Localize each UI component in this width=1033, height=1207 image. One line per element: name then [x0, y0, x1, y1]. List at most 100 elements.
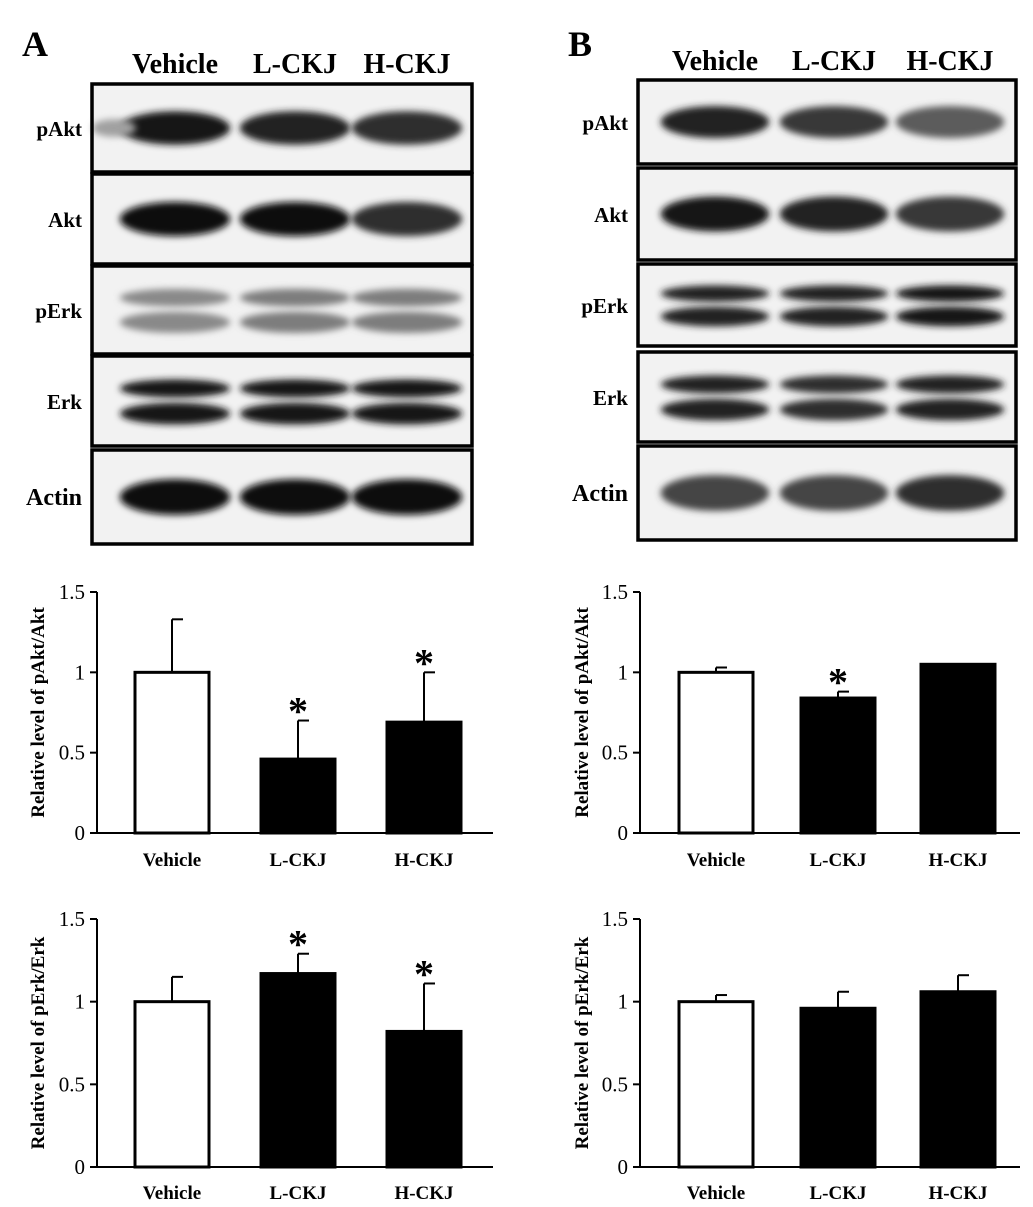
y-tick-label: 1.5 [59, 580, 85, 604]
lane-label-h-ckj-b: H-CKJ [906, 46, 993, 77]
y-axis-label: Relative level of pErk/Erk [28, 936, 49, 1149]
blot-frame [90, 172, 474, 266]
y-tick-label: 1 [75, 660, 86, 684]
significance-marker: * [288, 689, 308, 734]
y-tick-label: 0.5 [602, 741, 628, 765]
blot-band [351, 379, 463, 398]
blot-band [660, 398, 770, 421]
blot-band [779, 285, 889, 302]
category-label: Vehicle [687, 850, 745, 871]
lane-label-l-ckj-b: L-CKJ [792, 46, 876, 77]
bar-chart-2: 0 0.5 1 1.5 Relative level of pAkt/Akt Vehicl… [572, 580, 1020, 871]
blot-band [119, 288, 231, 307]
blot-band [351, 311, 463, 333]
blot-frame [636, 350, 1018, 444]
blot-band [239, 379, 351, 398]
blot-background [638, 352, 1016, 442]
blot-background [638, 264, 1016, 346]
blot-band [351, 201, 463, 237]
blot-band [92, 119, 136, 137]
y-tick-label: 0.5 [59, 741, 85, 765]
blot-band [660, 106, 770, 138]
panel-letter-b: B [568, 24, 592, 64]
blot-row-akt: Akt [594, 166, 1018, 262]
lane-label-vehicle-a: Vehicle [132, 49, 218, 80]
category-label: L-CKJ [810, 1183, 867, 1204]
western-blots-a: pAkt Akt pErk Erk Actin [26, 82, 474, 546]
bar-vehicle [133, 1000, 211, 1169]
blot-label: Akt [48, 208, 82, 232]
blot-band [779, 375, 889, 394]
blot-label: pErk [35, 299, 82, 323]
bar-l-ckj [259, 972, 337, 1169]
y-tick-label: 0.5 [59, 1072, 85, 1096]
blot-band [660, 375, 770, 394]
panel-letter-a: A [22, 24, 48, 64]
bar-vehicle [677, 670, 755, 835]
blot-band [660, 306, 770, 327]
bar-vehicle [677, 1000, 755, 1169]
blot-band [119, 111, 231, 145]
blot-row-erk: Erk [47, 354, 474, 448]
blot-frame [636, 78, 1018, 166]
blot-label: pAkt [582, 111, 628, 135]
blot-frame [636, 262, 1018, 348]
blot-row-actin: Actin [572, 444, 1018, 542]
category-label: L-CKJ [270, 850, 327, 871]
blot-row-actin: Actin [26, 448, 474, 546]
bar-h-ckj [385, 1029, 463, 1169]
category-label: H-CKJ [394, 850, 453, 871]
y-tick-label: 0 [618, 1155, 629, 1179]
blot-band [351, 288, 463, 307]
y-tick-label: 1 [618, 660, 629, 684]
blot-band [119, 402, 231, 425]
bar-h-ckj [385, 720, 463, 835]
blot-background [92, 266, 472, 354]
lane-label-h-ckj-a: H-CKJ [363, 49, 450, 80]
blot-label: Erk [47, 390, 82, 414]
blot-band [239, 288, 351, 307]
bar-vehicle [133, 670, 211, 835]
y-tick-label: 0 [75, 1155, 86, 1179]
lane-label-l-ckj-a: L-CKJ [253, 49, 337, 80]
blot-row-erk: Erk [593, 350, 1018, 444]
blot-band [895, 375, 1005, 394]
category-label: H-CKJ [928, 850, 987, 871]
bar-l-ckj [799, 1006, 877, 1169]
bar-charts: 0 0.5 1 1.5 Relative level of pAkt/Akt Vehicl… [28, 580, 1020, 1204]
blot-band [895, 306, 1005, 327]
blot-band [895, 106, 1005, 138]
blot-frame [636, 166, 1018, 262]
bar-h-ckj [919, 662, 997, 835]
blot-label: Actin [26, 485, 82, 511]
blot-band [660, 475, 770, 511]
y-tick-label: 1.5 [602, 907, 628, 931]
category-label: H-CKJ [394, 1183, 453, 1204]
blot-band [351, 111, 463, 145]
blot-band [351, 402, 463, 425]
blot-band [119, 479, 231, 515]
blot-label: Akt [594, 203, 628, 227]
y-tick-label: 0 [618, 821, 629, 845]
y-tick-label: 1.5 [59, 907, 85, 931]
blot-band [895, 196, 1005, 232]
blot-band [779, 398, 889, 421]
blot-band [895, 398, 1005, 421]
bar-chart-3: 0 0.5 1 1.5 Relative level of pErk/Erk Vehicl… [28, 907, 493, 1204]
blot-band [779, 306, 889, 327]
y-axis-label: Relative level of pAkt/Akt [28, 607, 49, 818]
significance-marker: * [414, 951, 434, 996]
y-tick-label: 1 [618, 990, 629, 1014]
blot-band [239, 479, 351, 515]
lane-label-vehicle-b: Vehicle [672, 46, 758, 77]
significance-marker: * [288, 922, 308, 967]
bar-chart-4: 0 0.5 1 1.5 Relative level of pErk/Erk Vehicl… [572, 907, 1020, 1204]
blot-row-pakt: pAkt [36, 82, 474, 174]
blot-band [119, 201, 231, 237]
bar-l-ckj [259, 757, 337, 835]
blot-band [239, 201, 351, 237]
blot-band [660, 285, 770, 302]
panel-b: B Vehicle L-CKJ H-CKJ pAkt Akt pErk Erk Acti… [568, 24, 1018, 542]
blot-frame [90, 264, 474, 356]
blot-frame [90, 354, 474, 448]
